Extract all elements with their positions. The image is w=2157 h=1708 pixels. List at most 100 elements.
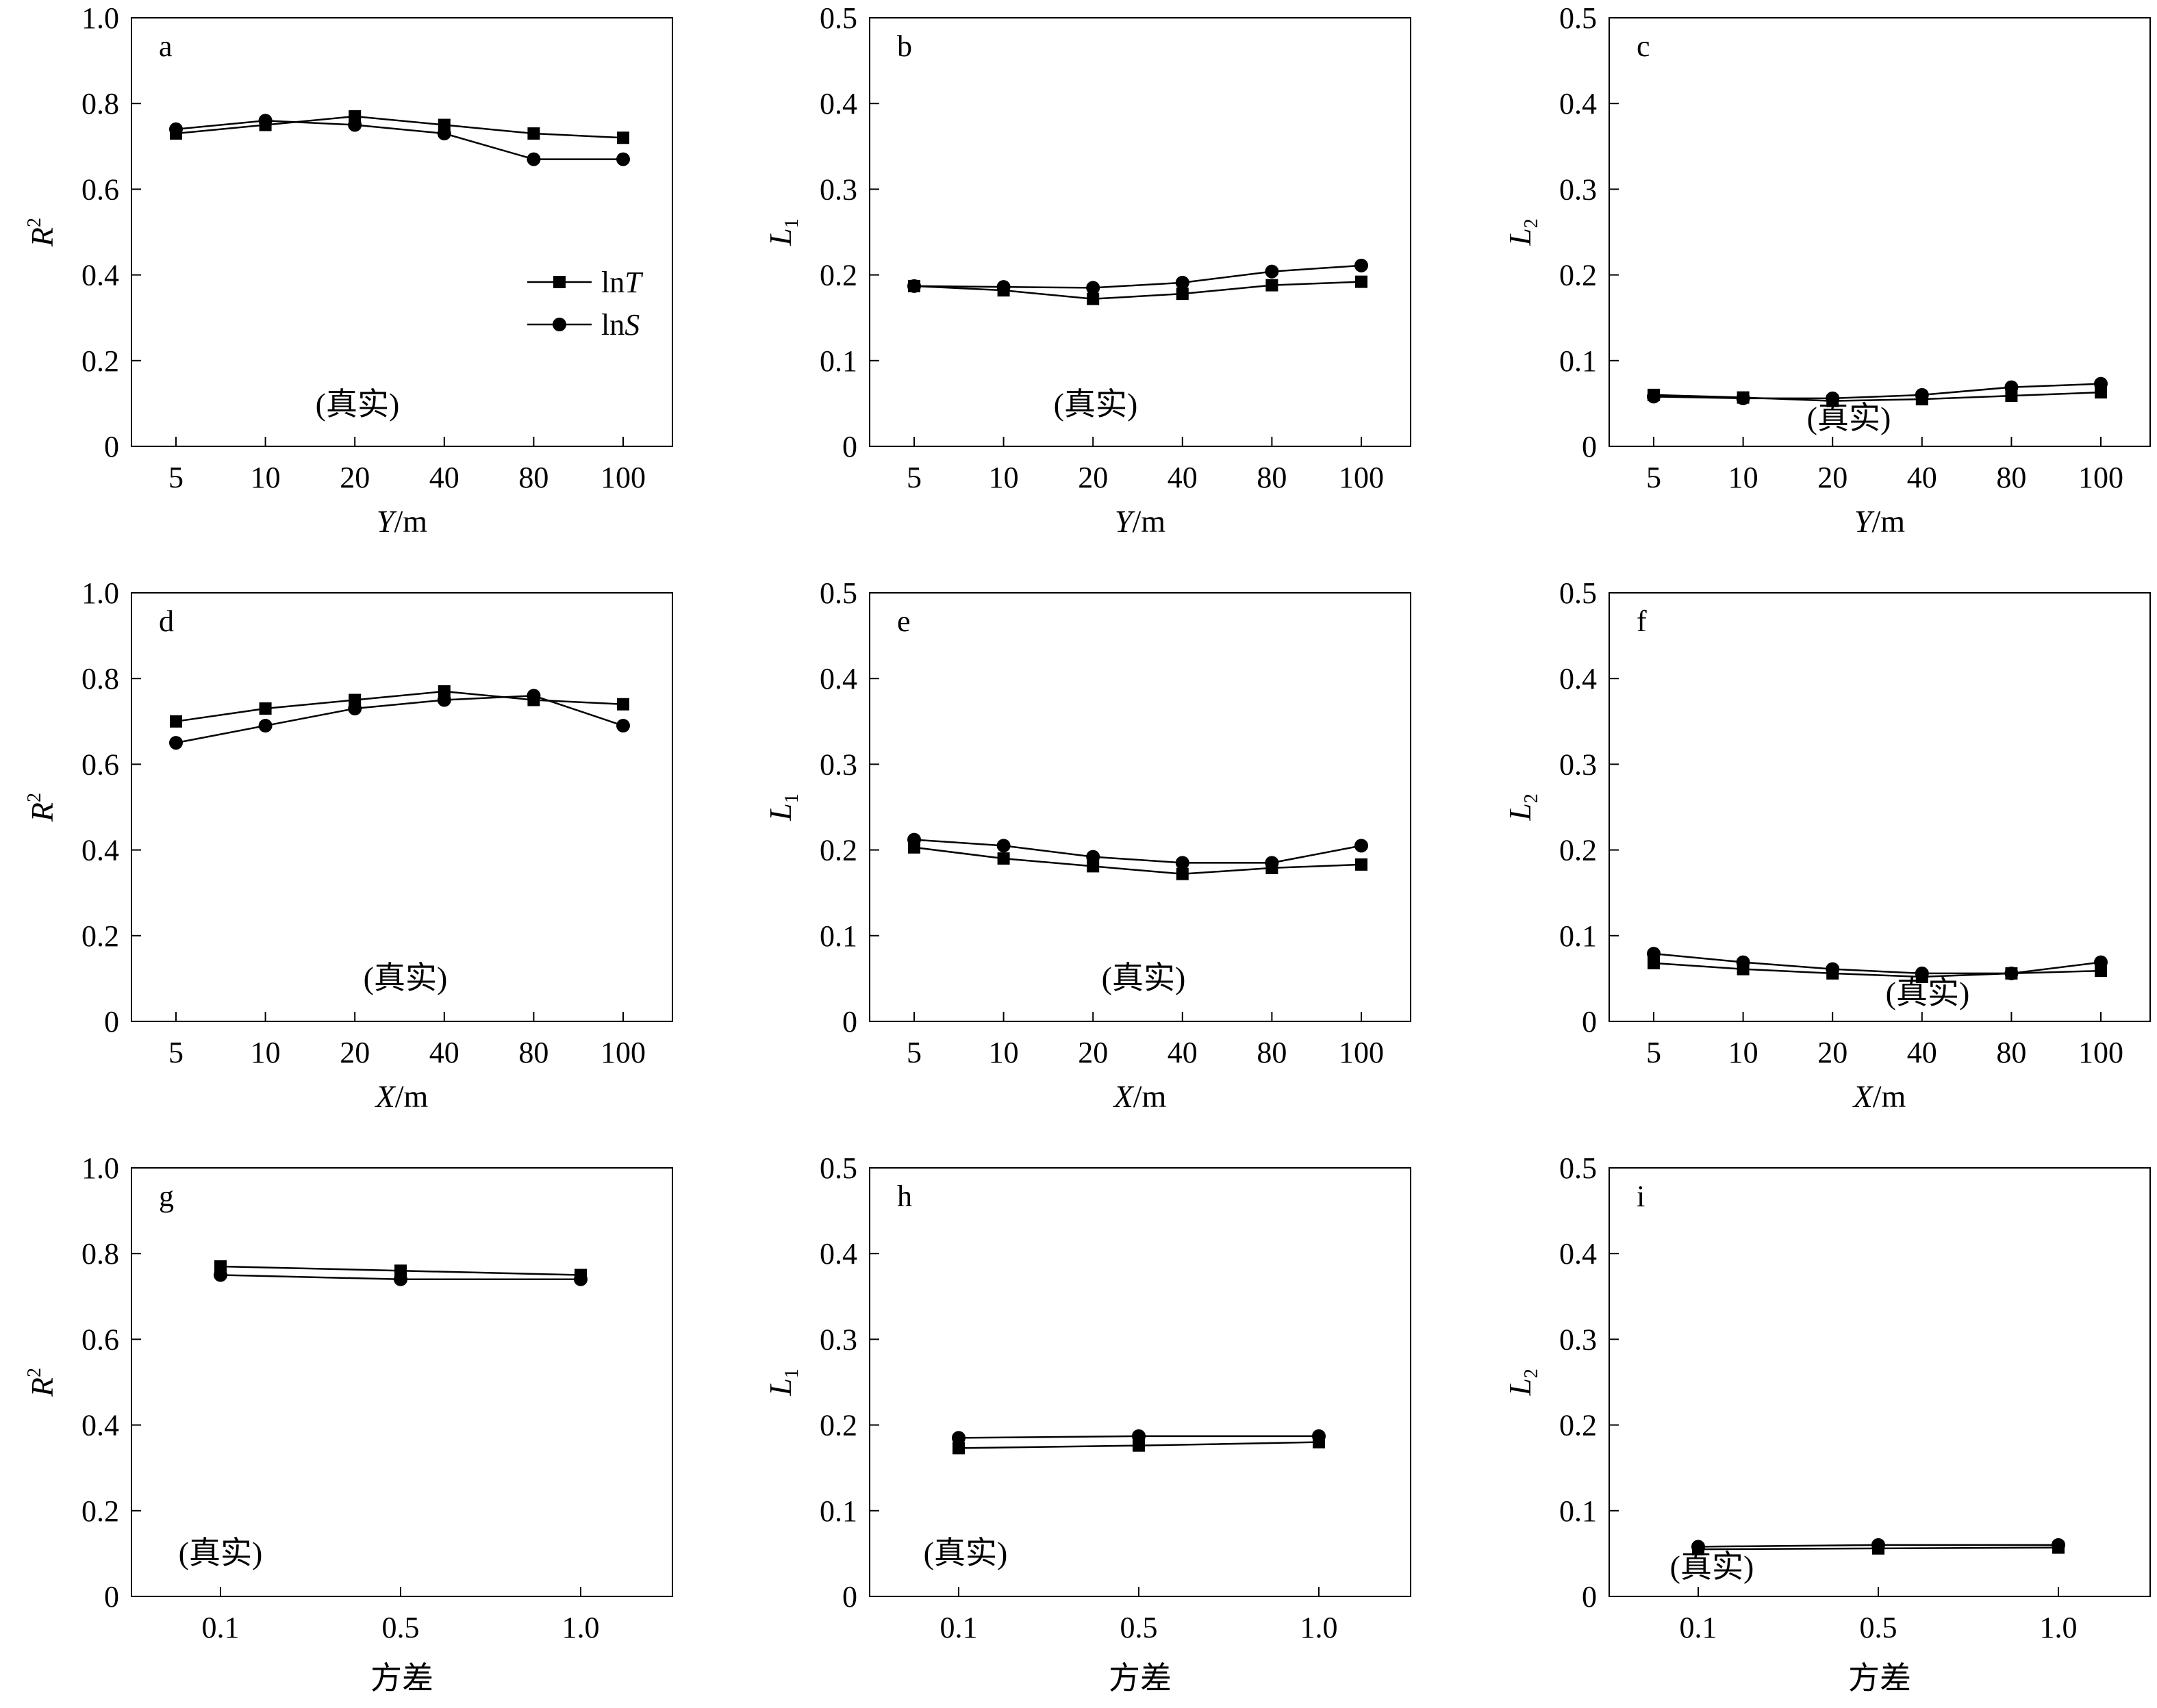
y-tick-label: 0.1: [820, 1494, 857, 1528]
x-tick-label: 0.5: [1120, 1611, 1158, 1644]
data-point-lnS: [1736, 391, 1750, 405]
data-point-lnS: [996, 839, 1011, 853]
y-axis-label: R2: [24, 793, 60, 822]
y-tick-label: 0.2: [81, 1494, 119, 1528]
y-tick-label: 0.3: [820, 173, 857, 206]
annotation-note: (真实): [364, 960, 448, 995]
x-tick-label: 100: [601, 461, 646, 494]
data-point-lnS: [2094, 377, 2108, 391]
x-tick-label: 100: [1339, 1036, 1384, 1069]
x-axis-label: X/m: [375, 1079, 429, 1114]
data-point-lnS: [907, 832, 921, 847]
y-tick-label: 0.5: [1559, 576, 1597, 610]
data-point-lnS: [1265, 264, 1279, 279]
y-tick-label: 0.3: [820, 1323, 857, 1356]
series-line-lnT: [1653, 962, 2102, 978]
y-tick-label: 0.4: [820, 1237, 857, 1271]
annotation-note: (真实): [1102, 960, 1186, 995]
y-tick-label: 0.2: [1559, 834, 1597, 867]
x-tick-label: 1.0: [2040, 1611, 2078, 1644]
data-point-lnS: [169, 736, 183, 750]
plot-frame: [131, 17, 673, 447]
data-point-lnT: [1648, 956, 1660, 969]
data-point-lnS: [616, 152, 630, 166]
y-tick-label: 1.0: [81, 1, 119, 35]
x-tick-label: 5: [907, 1036, 922, 1069]
annotation-note: (真实): [179, 1535, 263, 1570]
y-tick-label: 0.5: [1559, 1, 1597, 35]
y-tick-label: 0.8: [81, 1237, 119, 1271]
data-point-lnS: [1132, 1429, 1146, 1443]
y-tick-label: 0.3: [1559, 748, 1597, 781]
x-axis-label: Y/m: [1854, 504, 1905, 539]
data-point-lnT: [1176, 867, 1189, 880]
y-tick-label: 0.2: [1559, 259, 1597, 292]
plot-frame: [869, 592, 1411, 1022]
plot-frame: [869, 1167, 1411, 1597]
x-tick-label: 80: [1257, 1036, 1287, 1069]
x-tick-label: 80: [1996, 1036, 2026, 1069]
x-tick-label: 10: [989, 1036, 1019, 1069]
data-point-lnS: [952, 1431, 966, 1445]
x-tick-label: 0.1: [1680, 1611, 1717, 1644]
panel-d: 0 0.2 0.4 0.6 0.8 1.0 5 10 20 40 80 100 X/m R2 d (真实): [24, 576, 673, 1114]
panel-letter: g: [159, 1180, 174, 1213]
data-point-lnS: [258, 114, 273, 128]
panel-g: 0 0.2 0.4 0.6 0.8 1.0 0.1 0.5 1.0 方差 R2 g (真实): [24, 1151, 673, 1696]
x-tick-label: 20: [1817, 1036, 1847, 1069]
x-tick-label: 100: [1339, 461, 1384, 494]
data-point-lnT: [1265, 279, 1278, 292]
x-axis-label: 方差: [1848, 1661, 1911, 1696]
data-point-lnS: [1826, 962, 1840, 976]
data-point-lnS: [437, 127, 451, 141]
data-point-lnS: [1691, 1540, 1705, 1554]
plot-frame: [131, 592, 673, 1022]
y-tick-label: 0.3: [1559, 173, 1597, 206]
data-point-lnS: [1915, 387, 1929, 402]
y-tick-label: 0.4: [81, 259, 119, 292]
y-tick-label: 0.4: [820, 87, 857, 120]
data-point-lnS: [214, 1268, 227, 1282]
plot-frame: [869, 17, 1411, 447]
data-point-lnS: [2052, 1538, 2065, 1552]
x-tick-label: 100: [2078, 1036, 2123, 1069]
data-point-lnS: [1175, 856, 1189, 870]
x-tick-label: 5: [168, 461, 184, 494]
x-tick-label: 20: [340, 1036, 370, 1069]
panel-letter: c: [1637, 29, 1650, 63]
x-tick-label: 10: [251, 461, 281, 494]
data-point-lnT: [1133, 1439, 1145, 1452]
legend-label: lnS: [601, 308, 640, 342]
x-tick-label: 20: [1817, 461, 1847, 494]
data-point-lnT: [1355, 858, 1367, 871]
x-tick-label: 80: [518, 461, 548, 494]
x-tick-label: 5: [168, 1036, 184, 1069]
x-tick-label: 40: [429, 461, 459, 494]
panel-letter: e: [897, 604, 911, 638]
y-tick-label: 0.3: [1559, 1323, 1597, 1356]
y-tick-label: 0: [842, 1580, 857, 1614]
panel-b: 0 0.1 0.2 0.3 0.4 0.5 5 10 20 40 80 100 Y/m L1 b (真实): [763, 1, 1411, 539]
x-tick-label: 1.0: [1300, 1611, 1338, 1644]
x-tick-label: 80: [1996, 461, 2026, 494]
panel-c: 0 0.1 0.2 0.3 0.4 0.5 5 10 20 40 80 100 Y/m L2 c (真实): [1502, 1, 2151, 539]
y-tick-label: 0: [104, 1580, 119, 1614]
data-point-lnS: [907, 279, 921, 293]
plot-frame: [1609, 592, 2151, 1022]
y-tick-label: 0: [842, 430, 857, 463]
y-tick-label: 0: [1582, 1580, 1597, 1614]
legend-marker-circle: [553, 318, 566, 331]
panel-letter: d: [159, 604, 174, 638]
y-axis-label: L2: [1502, 1368, 1542, 1397]
series-line-lnT: [175, 690, 624, 723]
y-tick-label: 0.4: [81, 834, 119, 867]
data-point-lnS: [996, 280, 1011, 294]
y-tick-label: 0.1: [1559, 919, 1597, 953]
panel-letter: h: [897, 1180, 912, 1213]
x-tick-label: 1.0: [562, 1611, 600, 1644]
y-tick-label: 0: [842, 1005, 857, 1038]
x-tick-label: 40: [1907, 1036, 1937, 1069]
y-tick-label: 0.2: [820, 1409, 857, 1442]
y-tick-label: 0.2: [1559, 1409, 1597, 1442]
